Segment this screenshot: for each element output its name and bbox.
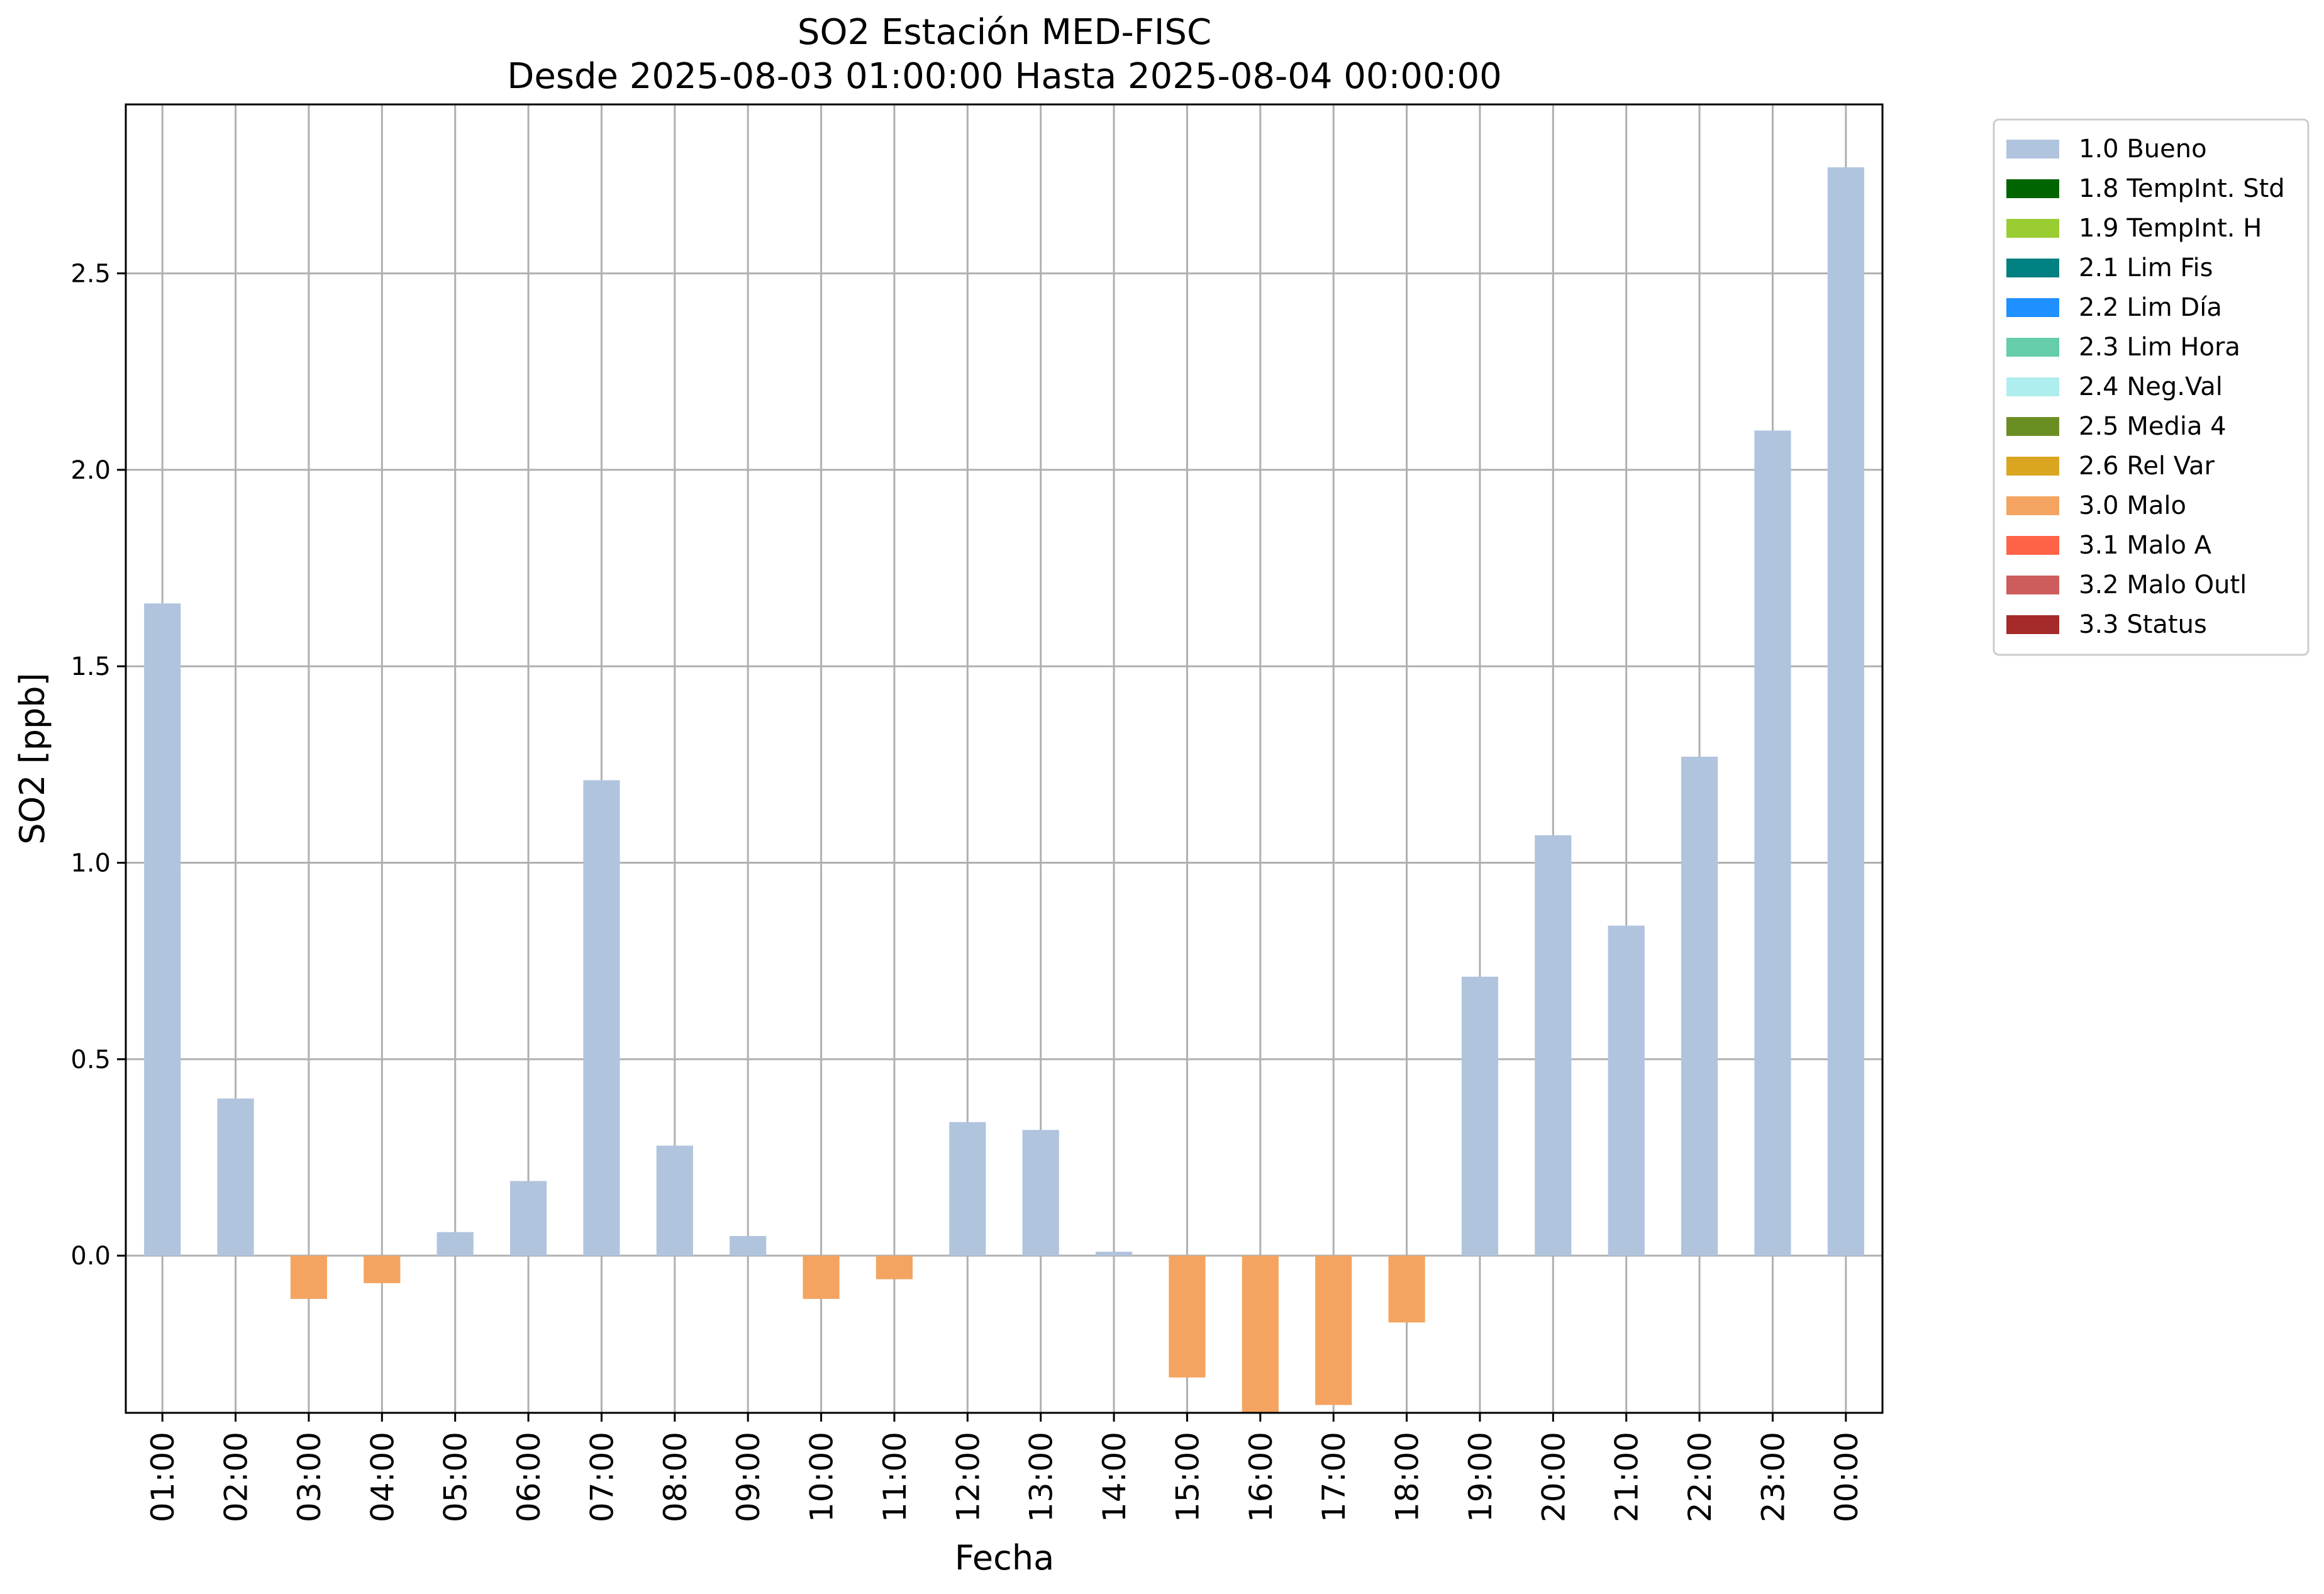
bar-1000: [803, 1256, 840, 1299]
legend-swatch: [2006, 179, 2059, 198]
legend-label: 1.8 TempInt. Std: [2079, 174, 2285, 203]
legend-frame: [1993, 118, 2310, 656]
legend-label: 3.3 Status: [2079, 610, 2207, 639]
bar-0700: [583, 780, 620, 1256]
legend-label: 3.1 Malo A: [2079, 531, 2212, 560]
x-tick-label: 16:00: [1243, 1432, 1279, 1522]
x-tick-label: 02:00: [218, 1432, 255, 1522]
x-tick-label: 07:00: [584, 1432, 620, 1522]
legend-swatch: [2006, 140, 2059, 159]
x-tick-label: 03:00: [291, 1432, 328, 1522]
bar-1100: [876, 1256, 913, 1279]
legend-label: 2.1 Lim Fis: [2079, 254, 2213, 282]
bar-0300: [290, 1256, 328, 1299]
plot-frame: [125, 103, 1884, 1414]
legend-swatch: [2006, 457, 2059, 476]
legend-label: 1.0 Bueno: [2079, 135, 2207, 164]
bar-2300: [1754, 430, 1791, 1256]
x-tick-label: 05:00: [438, 1432, 474, 1522]
x-tick-label: 14:00: [1096, 1432, 1133, 1522]
y-tick-label: 2.0: [70, 456, 111, 485]
y-tick-label: 0.0: [70, 1242, 111, 1271]
bar-2000: [1535, 835, 1572, 1256]
bar-1400: [1095, 1251, 1133, 1256]
x-tick-label: 11:00: [877, 1432, 913, 1522]
legend-label: 3.2 Malo Outl: [2079, 571, 2247, 599]
y-tick-label: 0.5: [70, 1045, 111, 1074]
bar-1500: [1169, 1256, 1206, 1378]
bar-0600: [509, 1181, 547, 1256]
y-tick-label: 2.5: [70, 260, 111, 289]
bar-0500: [436, 1232, 474, 1256]
legend-swatch: [2006, 417, 2059, 436]
x-tick-label: 22:00: [1682, 1432, 1718, 1522]
chart-subtitle: Desde 2025-08-03 01:00:00 Hasta 2025-08-…: [507, 56, 1502, 97]
x-tick-label: 06:00: [511, 1432, 547, 1522]
bar-0200: [217, 1098, 254, 1256]
legend-swatch: [2006, 536, 2059, 555]
bar-2200: [1681, 756, 1718, 1256]
x-tick-label: 21:00: [1609, 1432, 1645, 1522]
y-axis-label: SO2 [ppb]: [13, 672, 52, 844]
bar-0800: [656, 1145, 693, 1256]
legend: 1.0 Bueno 1.8 TempInt. Std 1.9 TempInt. H 2…: [1993, 118, 2310, 656]
legend-swatch: [2006, 338, 2059, 357]
x-tick-label: 13:00: [1023, 1432, 1060, 1522]
legend-swatch: [2006, 219, 2059, 238]
legend-swatch: [2006, 298, 2059, 317]
legend-swatch: [2006, 576, 2059, 594]
x-tick-label: 20:00: [1535, 1432, 1572, 1522]
legend-swatch: [2006, 615, 2059, 634]
y-tick-label: 1.5: [70, 652, 111, 681]
legend-label: 2.2 Lim Día: [2079, 293, 2222, 322]
legend-label: 2.5 Media 4: [2079, 412, 2227, 441]
bar-1700: [1315, 1256, 1352, 1405]
x-tick-label: 01:00: [145, 1432, 181, 1522]
bar-1900: [1461, 976, 1499, 1256]
x-tick-label: 15:00: [1169, 1432, 1206, 1522]
legend-label: 2.4 Neg.Val: [2079, 372, 2223, 401]
x-tick-label: 19:00: [1462, 1432, 1499, 1522]
x-tick-label: 12:00: [950, 1432, 986, 1522]
bar-0100: [144, 603, 181, 1256]
legend-swatch: [2006, 377, 2059, 396]
bar-1200: [949, 1122, 986, 1256]
legend-label: 3.0 Malo: [2079, 491, 2186, 520]
x-tick-label: 04:00: [364, 1432, 401, 1522]
bar-0900: [730, 1235, 767, 1256]
chart-title: SO2 Estación MED-FISC: [798, 12, 1211, 53]
bar-1800: [1388, 1256, 1425, 1323]
legend-swatch: [2006, 496, 2059, 515]
y-tick-label: 1.0: [70, 849, 111, 878]
x-tick-label: 10:00: [804, 1432, 840, 1522]
bars: [144, 167, 1864, 1413]
legend-swatch: [2006, 259, 2059, 277]
bar-2100: [1608, 925, 1645, 1256]
x-tick-label: 09:00: [730, 1432, 767, 1522]
x-tick-label: 17:00: [1316, 1432, 1352, 1522]
bar-1600: [1242, 1256, 1279, 1413]
x-tick-label: 00:00: [1828, 1432, 1865, 1522]
y-axis: 0.0 0.5 1.0 1.5 2.0 2.5: [70, 260, 126, 1271]
legend-label: 2.6 Rel Var: [2079, 452, 2215, 481]
legend-label: 2.3 Lim Hora: [2079, 333, 2240, 362]
x-tick-label: 18:00: [1389, 1432, 1426, 1522]
bar-0000: [1827, 167, 1864, 1256]
x-axis-label: Fecha: [955, 1538, 1054, 1578]
bar-1300: [1022, 1130, 1059, 1256]
legend-label: 1.9 TempInt. H: [2079, 214, 2262, 243]
x-tick-label: 23:00: [1755, 1432, 1791, 1522]
bar-0400: [364, 1256, 401, 1283]
x-tick-label: 08:00: [657, 1432, 694, 1522]
x-axis: 01:00 02:00 03:00 04:00 05:00 06:00 07:00 08:00…: [145, 1413, 1865, 1522]
